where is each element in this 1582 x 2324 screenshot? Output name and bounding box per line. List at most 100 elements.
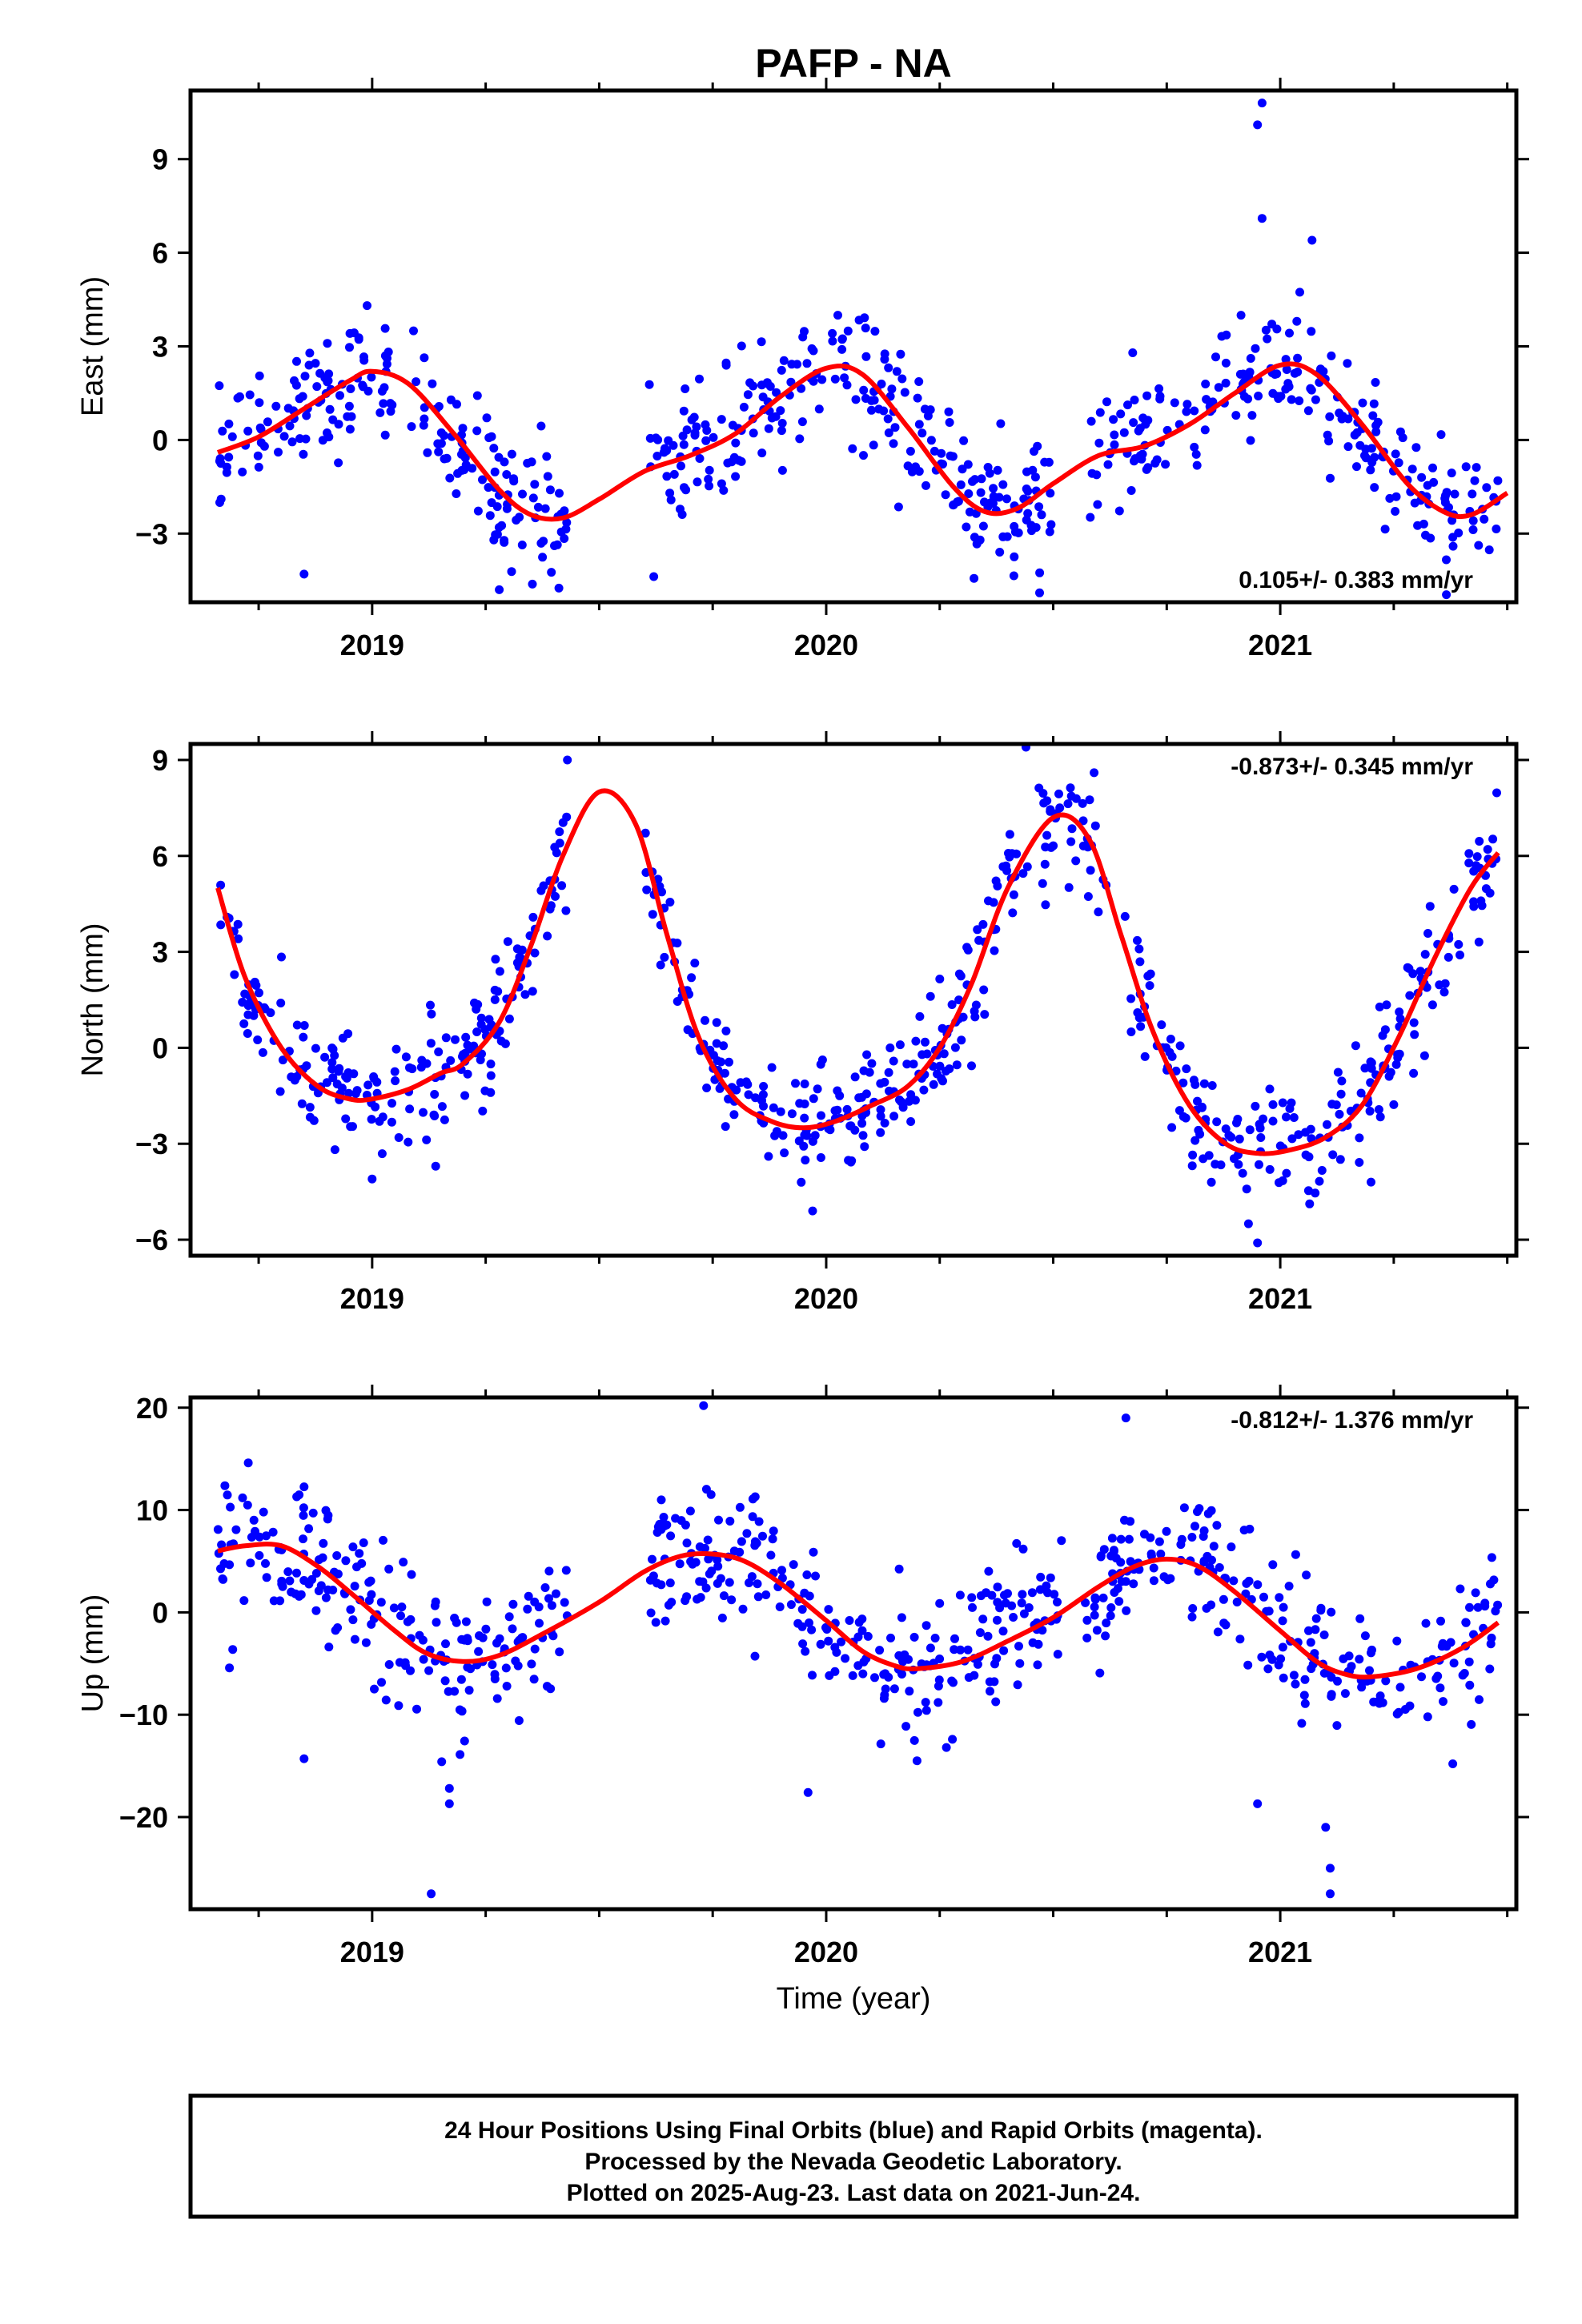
data-point (547, 1601, 556, 1610)
data-point (748, 1512, 757, 1522)
data-point (1034, 1639, 1043, 1649)
data-point (1203, 1509, 1213, 1518)
data-point (729, 1110, 739, 1120)
data-point (299, 449, 308, 459)
data-point (1293, 353, 1303, 363)
data-point (528, 987, 537, 996)
data-point (920, 404, 930, 414)
data-point (395, 1658, 404, 1667)
data-point (500, 537, 509, 547)
data-point (1464, 1657, 1474, 1667)
y-tick-label: 0 (152, 1596, 168, 1629)
data-point (534, 1602, 544, 1612)
data-point (1090, 1610, 1099, 1620)
data-point (323, 339, 332, 348)
data-point (275, 1087, 285, 1096)
data-point (377, 1149, 387, 1159)
data-point (1311, 1625, 1320, 1634)
data-point (963, 945, 973, 955)
data-point (848, 1671, 857, 1680)
data-point (217, 1540, 227, 1550)
data-point (707, 1566, 717, 1576)
data-point (278, 1055, 287, 1065)
data-point (225, 1663, 235, 1673)
data-point (1042, 830, 1052, 840)
data-point (1191, 1080, 1200, 1089)
data-point (464, 1686, 474, 1695)
data-point (319, 1538, 328, 1548)
data-point (802, 1570, 812, 1579)
data-point (1064, 883, 1074, 892)
data-point (1135, 957, 1145, 967)
data-point (364, 1578, 374, 1587)
data-point (1489, 1575, 1499, 1585)
data-point (681, 1596, 690, 1606)
data-point (509, 474, 518, 484)
data-point (699, 1401, 709, 1410)
data-point (1083, 892, 1093, 901)
y-tick-label: −3 (135, 1128, 168, 1160)
data-point (370, 1684, 379, 1694)
data-point (817, 375, 827, 384)
data-point (1175, 1041, 1185, 1051)
data-points (215, 99, 1503, 600)
data-point (440, 1115, 449, 1124)
data-point (947, 1000, 957, 1009)
data-point (299, 1534, 307, 1544)
data-point (1395, 1007, 1404, 1017)
data-point (816, 1639, 825, 1649)
data-point (968, 476, 977, 486)
data-point (1395, 1683, 1405, 1692)
data-point (468, 464, 477, 473)
data-point (1018, 869, 1028, 879)
data-point (1102, 1618, 1111, 1628)
x-axis-label: Time (year) (777, 1982, 931, 2016)
data-point (381, 1695, 391, 1705)
data-point (503, 937, 512, 947)
data-point (327, 1043, 337, 1053)
data-point (876, 1128, 885, 1137)
data-point (1221, 378, 1231, 388)
data-point (1492, 788, 1501, 798)
data-point (1429, 477, 1439, 487)
data-point (1282, 365, 1291, 374)
data-point (996, 419, 1006, 428)
data-point (527, 1659, 536, 1669)
data-point (1480, 1602, 1490, 1611)
data-point (801, 1156, 810, 1165)
data-point (797, 1622, 807, 1631)
data-point (1120, 1515, 1129, 1525)
data-point (1195, 1129, 1205, 1139)
data-point (1116, 1534, 1126, 1544)
data-point (921, 1621, 931, 1630)
data-point (880, 1118, 889, 1128)
data-point (1302, 1570, 1311, 1580)
data-point (423, 448, 432, 457)
data-point (1289, 1671, 1299, 1680)
data-point (884, 428, 893, 437)
data-point (350, 1634, 359, 1644)
data-point (1304, 1626, 1313, 1635)
data-point (1036, 1572, 1046, 1582)
data-point (359, 356, 369, 365)
data-point (1109, 415, 1118, 424)
data-point (1120, 911, 1130, 921)
data-point (254, 462, 263, 472)
data-point (555, 489, 564, 498)
data-point (216, 880, 226, 890)
data-point (828, 328, 837, 338)
data-point (889, 1056, 898, 1066)
data-point (1181, 1113, 1191, 1123)
data-point (1294, 1130, 1303, 1140)
data-point (895, 1040, 905, 1050)
data-point (1046, 520, 1056, 529)
data-point (1012, 1538, 1022, 1548)
data-point (977, 474, 986, 484)
data-point (1187, 1612, 1197, 1622)
data-point (1464, 858, 1474, 868)
data-point (857, 1119, 867, 1128)
data-point (851, 395, 861, 404)
data-point (308, 1508, 318, 1518)
data-point (1040, 859, 1050, 869)
data-point (1063, 799, 1073, 809)
